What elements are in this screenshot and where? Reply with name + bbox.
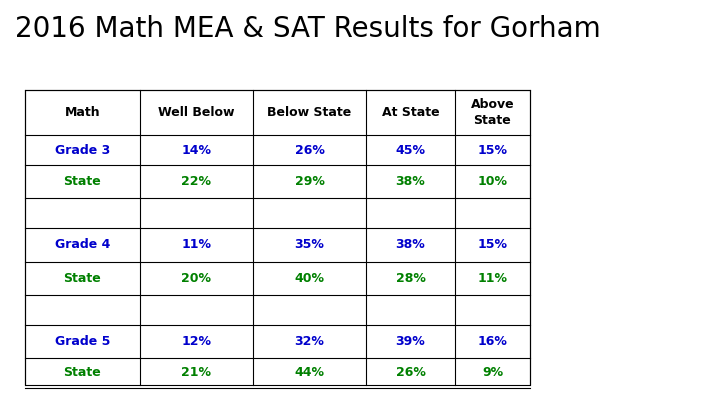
Text: 20%: 20% bbox=[181, 272, 212, 285]
Text: Grade 5: Grade 5 bbox=[55, 335, 110, 348]
Text: 14%: 14% bbox=[181, 143, 212, 156]
Text: 10%: 10% bbox=[477, 175, 508, 188]
Text: At State: At State bbox=[382, 106, 439, 119]
Text: 26%: 26% bbox=[294, 143, 325, 156]
Text: 22%: 22% bbox=[181, 175, 212, 188]
Text: 40%: 40% bbox=[294, 272, 325, 285]
Text: 44%: 44% bbox=[294, 367, 325, 379]
Text: 15%: 15% bbox=[477, 239, 508, 252]
Text: Math: Math bbox=[65, 106, 100, 119]
Text: 11%: 11% bbox=[181, 239, 212, 252]
Text: 45%: 45% bbox=[395, 143, 426, 156]
Text: 11%: 11% bbox=[477, 272, 508, 285]
Text: 21%: 21% bbox=[181, 367, 212, 379]
Text: 16%: 16% bbox=[477, 335, 508, 348]
Text: 39%: 39% bbox=[395, 335, 426, 348]
Text: 12%: 12% bbox=[181, 335, 212, 348]
Text: 28%: 28% bbox=[395, 272, 426, 285]
Text: Above
State: Above State bbox=[471, 98, 514, 126]
Text: Grade 4: Grade 4 bbox=[55, 239, 110, 252]
Text: Below State: Below State bbox=[267, 106, 351, 119]
Text: 15%: 15% bbox=[477, 143, 508, 156]
Text: 29%: 29% bbox=[294, 175, 325, 188]
Text: 26%: 26% bbox=[395, 367, 426, 379]
Text: 38%: 38% bbox=[395, 175, 426, 188]
Text: 2016 Math MEA & SAT Results for Gorham: 2016 Math MEA & SAT Results for Gorham bbox=[15, 15, 600, 43]
Text: State: State bbox=[63, 367, 102, 379]
Bar bbox=[25, 90, 530, 385]
Text: State: State bbox=[63, 175, 102, 188]
Text: 38%: 38% bbox=[395, 239, 426, 252]
Text: 9%: 9% bbox=[482, 367, 503, 379]
Text: State: State bbox=[63, 272, 102, 285]
Text: 35%: 35% bbox=[294, 239, 325, 252]
Text: Well Below: Well Below bbox=[158, 106, 235, 119]
Text: Grade 3: Grade 3 bbox=[55, 143, 110, 156]
Text: 32%: 32% bbox=[294, 335, 325, 348]
